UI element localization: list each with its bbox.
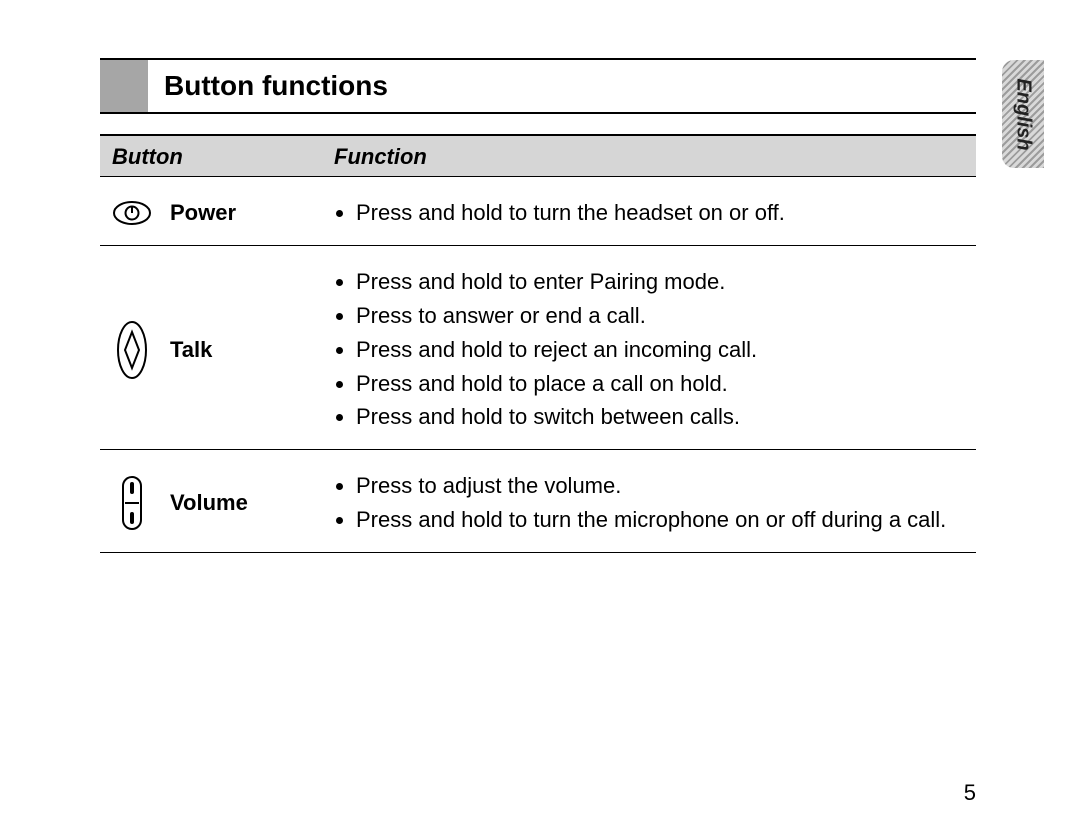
table-row: Talk Press and hold to enter Pairing mod… (100, 246, 976, 450)
button-functions-table: Button Function Power Press and hold to … (100, 134, 976, 553)
function-cell-volume: Press to adjust the volume. Press and ho… (322, 450, 976, 552)
talk-icon (112, 319, 152, 381)
power-icon (112, 200, 152, 226)
function-cell-talk: Press and hold to enter Pairing mode. Pr… (322, 246, 976, 449)
volume-icon (112, 474, 152, 532)
button-cell-volume: Volume (100, 450, 322, 552)
col-header-button: Button (100, 136, 322, 176)
function-cell-power: Press and hold to turn the headset on or… (322, 177, 976, 245)
button-label: Power (170, 197, 236, 229)
section-heading: Button functions (148, 60, 976, 112)
function-item: Press and hold to turn the microphone on… (356, 504, 964, 536)
table-row: Volume Press to adjust the volume. Press… (100, 450, 976, 553)
language-tab: English (1002, 60, 1044, 168)
function-item: Press and hold to switch between calls. (356, 401, 964, 433)
function-item: Press and hold to reject an incoming cal… (356, 334, 964, 366)
heading-accent-block (100, 60, 148, 112)
function-item: Press to answer or end a call. (356, 300, 964, 332)
button-label: Talk (170, 334, 212, 366)
function-item: Press and hold to turn the headset on or… (356, 197, 964, 229)
button-cell-talk: Talk (100, 246, 322, 449)
page-number: 5 (964, 780, 976, 806)
button-label: Volume (170, 487, 248, 519)
col-header-function: Function (322, 136, 976, 176)
table-row: Power Press and hold to turn the headset… (100, 177, 976, 246)
function-item: Press to adjust the volume. (356, 470, 964, 502)
language-label: English (1012, 78, 1035, 150)
table-header-row: Button Function (100, 134, 976, 177)
function-item: Press and hold to enter Pairing mode. (356, 266, 964, 298)
button-cell-power: Power (100, 177, 322, 245)
function-item: Press and hold to place a call on hold. (356, 368, 964, 400)
manual-page: English Button functions Button Function… (0, 0, 1080, 840)
section-heading-bar: Button functions (100, 58, 976, 114)
